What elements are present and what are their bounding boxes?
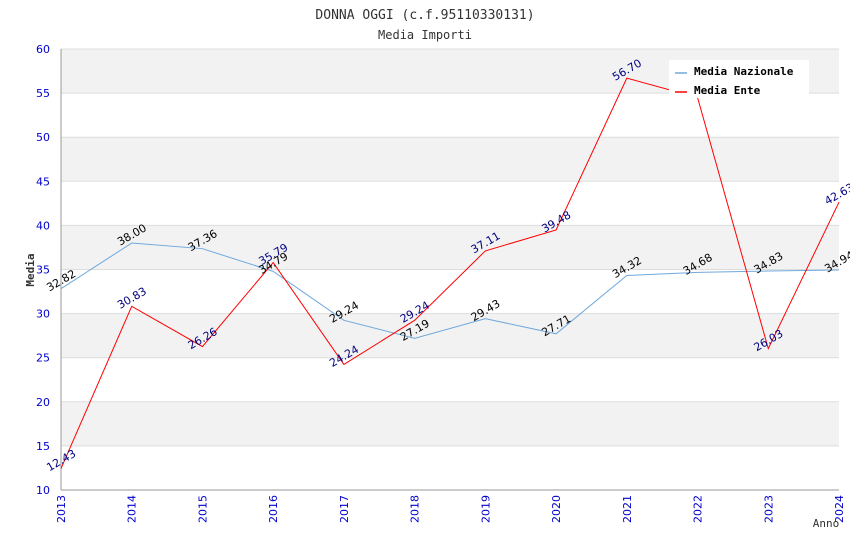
legend-label-nazionale: Media Nazionale [694,65,794,78]
legend-label-ente: Media Ente [694,84,761,97]
y-tick-label: 45 [36,175,50,188]
series-line-ente [60,77,840,469]
chart-title: DONNA OGGI (c.f.95110330131) [315,8,534,23]
chart-subtitle: Media Importi [378,28,472,42]
y-tick-label: 40 [36,219,50,232]
legend-box [669,60,809,98]
y-tick-label: 10 [36,484,50,497]
x-tick-label: 2020 [550,495,563,523]
x-tick-label: 2023 [762,495,775,523]
x-tick-label: 2018 [409,495,422,523]
y-tick-label: 35 [36,264,50,277]
x-tick-label: 2015 [196,495,209,523]
plot-band [61,137,839,182]
plot-bands [61,49,839,446]
x-tick-label: 2021 [621,495,634,523]
x-tick-label: 2024 [833,495,846,523]
y-axis-label: Media [24,253,37,286]
y-tick-label: 20 [36,396,50,409]
x-axis-label: Anno [813,517,840,530]
x-tick-label: 2017 [338,495,351,523]
series-line-nazionale [60,242,840,339]
x-tick-label: 2022 [692,495,705,523]
data-label-ente: 42.63 [822,181,850,208]
x-tick-label: 2016 [267,495,280,523]
y-tick-labels: 10 15 20 25 30 35 40 45 50 55 60 [36,43,50,497]
y-tick-label: 15 [36,440,50,453]
x-tick-labels: 2013 2014 2015 2016 2017 2018 2019 2020 2021 2022… [55,495,846,523]
plot-band [61,225,839,270]
axes [60,49,839,491]
x-tick-label: 2013 [55,495,68,523]
y-tick-label: 30 [36,308,50,321]
y-tick-label: 50 [36,131,50,144]
legend: Media Nazionale Media Ente [669,60,809,98]
x-tick-label: 2014 [126,495,139,523]
plot-band [61,313,839,358]
x-tick-label: 2019 [479,495,492,523]
y-tick-label: 55 [36,87,50,100]
y-tick-label: 25 [36,352,50,365]
y-tick-label: 60 [36,43,50,56]
data-label-ente: 30.83 [115,285,149,312]
plot-band [61,401,839,446]
series-lines [60,77,840,469]
